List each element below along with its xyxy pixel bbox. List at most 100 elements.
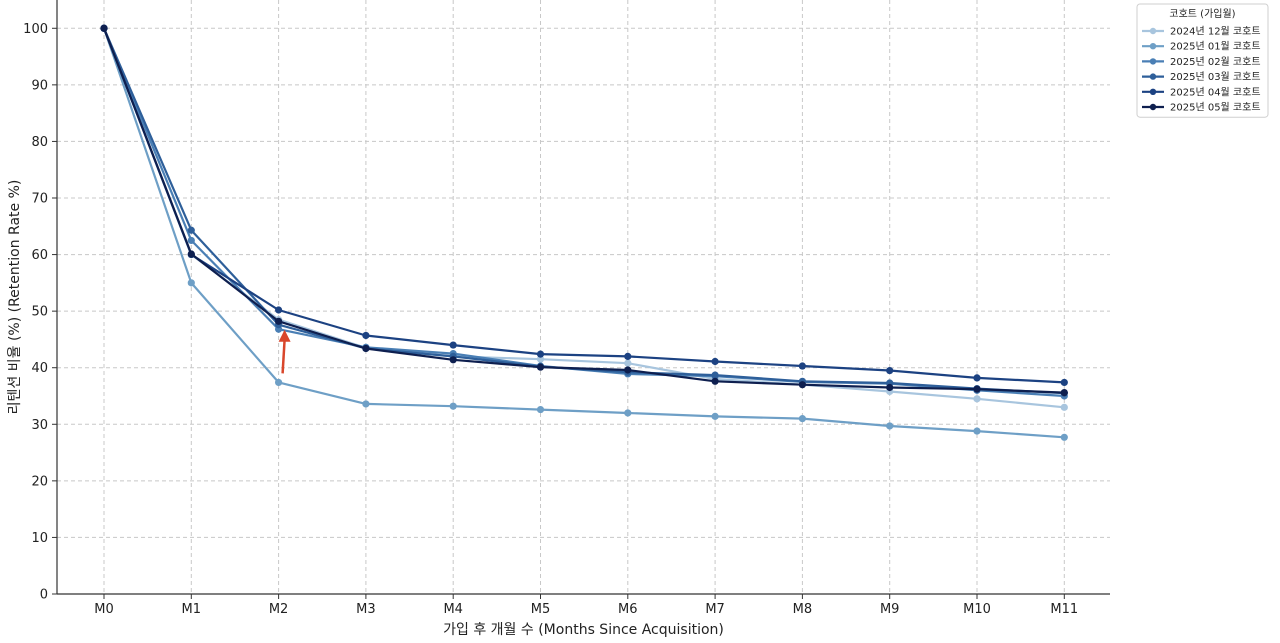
legend-item: 2025년 01월 코호트 — [1142, 41, 1261, 53]
y-axis-title: 리텐션 비율 (%) (Retention Rate %) — [7, 180, 23, 415]
legend-box — [1136, 3, 1269, 118]
legend-swatch-marker — [1149, 103, 1157, 111]
data-point — [973, 395, 981, 403]
data-point — [536, 405, 545, 414]
series-layer — [100, 24, 1068, 441]
x-tick-label: M10 — [963, 602, 991, 617]
data-point — [362, 331, 370, 340]
series-2 — [100, 24, 1068, 441]
data-point — [449, 341, 457, 349]
series-line — [102, 27, 1065, 395]
legend-item: 2025년 03월 코호트 — [1142, 71, 1261, 83]
data-point — [187, 279, 195, 287]
y-tick-label: 20 — [31, 474, 48, 489]
y-tick-label: 80 — [31, 135, 48, 150]
grid-layer — [57, 0, 1110, 595]
series-line — [102, 27, 1065, 439]
data-point — [187, 250, 195, 258]
annotation-arrow — [278, 329, 291, 374]
data-point — [275, 317, 283, 325]
x-tick-label: M5 — [531, 602, 551, 617]
x-tick-label: M8 — [793, 602, 813, 617]
x-axis-title: 가입 후 개월 수 (Months Since Acquisition) — [443, 622, 724, 638]
x-tick-label: M9 — [880, 602, 900, 617]
y-tick-label: 40 — [31, 361, 48, 376]
axes-layer: 0 10 20 30 40 50 60 70 80 90 100 M0 M1 M2 M3 M4 M5 M6 M7 M8… — [23, 0, 1110, 617]
legend-label: 2025년 03월 코호트 — [1170, 71, 1261, 83]
data-point — [536, 350, 545, 358]
data-point — [536, 363, 545, 371]
y-tick-label: 30 — [31, 418, 48, 433]
data-point — [798, 362, 807, 370]
data-point — [624, 352, 632, 360]
annotation-layer — [278, 329, 291, 374]
x-tick-label: M0 — [94, 602, 114, 617]
data-point — [798, 415, 807, 423]
legend-item: 2025년 02월 코호트 — [1142, 56, 1261, 68]
arrow-shaft — [281, 339, 286, 374]
legend-swatch-marker — [1149, 58, 1157, 65]
data-point — [973, 385, 981, 393]
data-point — [973, 427, 981, 435]
data-point — [449, 402, 457, 410]
data-point — [624, 366, 632, 374]
data-point — [624, 409, 632, 417]
x-tick-label: M3 — [356, 602, 376, 617]
x-tick-label: M7 — [705, 602, 725, 617]
series-line — [102, 27, 1065, 398]
data-point — [886, 383, 894, 392]
data-point — [1060, 433, 1068, 441]
data-point — [100, 24, 108, 32]
data-point — [711, 357, 719, 366]
y-tick-label: 10 — [31, 531, 48, 546]
series-line — [102, 27, 1065, 384]
data-point — [624, 359, 632, 367]
data-point — [886, 422, 894, 430]
data-point — [187, 226, 195, 234]
arrow-head — [278, 329, 291, 342]
series-line — [102, 27, 1065, 394]
x-tick-label: M2 — [269, 602, 289, 617]
legend-label: 2025년 01월 코호트 — [1170, 41, 1261, 53]
legend-swatch-marker — [1149, 88, 1157, 96]
series-6 — [100, 24, 1068, 397]
data-point — [187, 236, 195, 245]
data-point — [362, 400, 370, 408]
data-point — [536, 355, 545, 363]
x-tick-label: M6 — [618, 602, 638, 617]
x-tick-label: M11 — [1050, 602, 1078, 617]
y-tick-label: 0 — [40, 588, 48, 603]
legend-label: 2025년 02월 코호트 — [1170, 56, 1261, 68]
data-point — [275, 306, 283, 314]
series-1 — [100, 24, 1068, 411]
legend-item: 2025년 05월 코호트 — [1142, 102, 1261, 114]
y-tick-label: 100 — [23, 22, 48, 37]
data-point — [449, 356, 457, 364]
data-point — [798, 381, 807, 389]
y-tick-label: 60 — [31, 248, 48, 263]
data-point — [711, 371, 719, 379]
data-point — [711, 412, 719, 420]
data-point — [711, 377, 719, 385]
data-point — [973, 374, 981, 382]
data-point — [275, 378, 283, 387]
series-4 — [100, 24, 1068, 397]
y-tick-label: 90 — [31, 78, 48, 93]
legend-swatch-marker — [1149, 73, 1157, 80]
data-point — [1060, 403, 1068, 411]
data-point — [1060, 378, 1068, 387]
data-point — [362, 344, 370, 353]
legend: 코호트 (가입월) 2024년 12월 코호트 2025년 01월 코호트 2025… — [1136, 3, 1269, 118]
x-tick-label: M1 — [182, 602, 202, 617]
y-tick-label: 50 — [31, 305, 48, 320]
legend-swatch-marker — [1149, 27, 1157, 35]
legend-label: 2025년 04월 코호트 — [1170, 86, 1261, 98]
series-5 — [100, 24, 1068, 387]
legend-label: 2025년 05월 코호트 — [1170, 102, 1261, 114]
legend-item: 2025년 04월 코호트 — [1142, 86, 1261, 98]
data-point — [1060, 389, 1068, 397]
legend-swatch-marker — [1149, 43, 1157, 50]
legend-items: 2024년 12월 코호트 2025년 01월 코호트 2025년 02월 코호트 2… — [1142, 26, 1261, 114]
data-point — [886, 366, 894, 375]
